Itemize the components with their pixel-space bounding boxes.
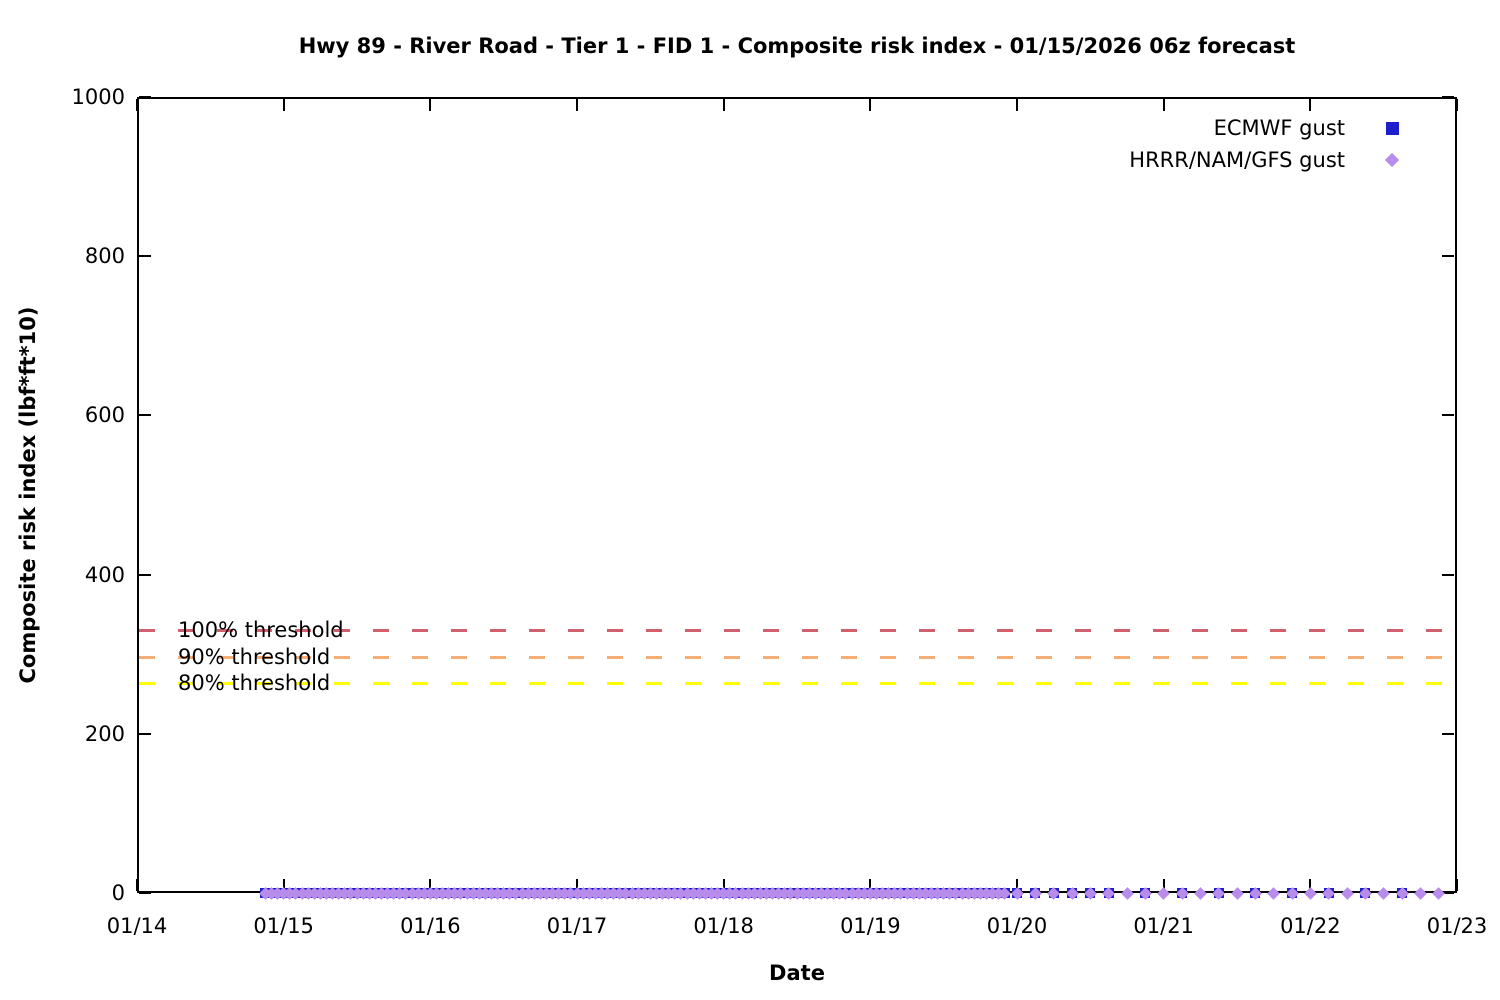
y-tick-label: 200 <box>84 721 125 746</box>
y-tick-right <box>1442 573 1454 576</box>
legend-label-ecmwf: ECMWF gust <box>1213 116 1345 140</box>
threshold-label: 90% threshold <box>178 644 331 669</box>
x-tick-top <box>1309 99 1312 111</box>
y-tick-label: 0 <box>111 881 125 905</box>
y-tick-right <box>1442 414 1454 417</box>
legend-row-hrrr-nam-gfs: HRRR/NAM/GFS gust <box>1129 144 1439 176</box>
y-tick-left <box>139 96 151 98</box>
x-tick-bottom <box>576 879 578 891</box>
x-tick-top <box>1456 99 1458 111</box>
threshold-line <box>139 655 1442 659</box>
x-tick-top <box>576 99 578 111</box>
y-tick-left <box>139 573 151 576</box>
x-tick-bottom <box>722 879 725 891</box>
y-tick-label: 800 <box>84 244 125 269</box>
x-tick-bottom <box>1456 879 1458 891</box>
x-tick-label: 01/22 <box>1280 914 1341 938</box>
y-axis-title: Composite risk index (lbf*ft*10) <box>16 306 40 684</box>
threshold-line <box>139 681 1442 685</box>
legend-row-ecmwf: ECMWF gust <box>1129 112 1439 144</box>
legend-label-hrrr-nam-gfs: HRRR/NAM/GFS gust <box>1129 148 1345 172</box>
y-tick-label: 400 <box>84 562 125 587</box>
x-tick-label: 01/18 <box>693 914 754 938</box>
x-tick-label: 01/23 <box>1426 914 1488 938</box>
x-tick-label: 01/14 <box>106 914 168 938</box>
x-tick-label: 01/19 <box>840 914 901 938</box>
legend: ECMWF gust HRRR/NAM/GFS gust <box>1129 112 1439 176</box>
x-tick-bottom <box>869 879 872 891</box>
x-tick-top <box>136 99 138 111</box>
y-tick-left <box>139 255 151 258</box>
y-tick-right <box>1442 732 1454 735</box>
x-axis-title: Date <box>769 961 825 985</box>
x-tick-label: 01/16 <box>400 914 461 938</box>
y-tick-label: 1000 <box>71 85 125 109</box>
ecmwf-square-marker-icon <box>1385 121 1399 135</box>
y-tick-left <box>139 414 151 417</box>
x-tick-top <box>869 99 872 111</box>
x-tick-top <box>282 99 285 111</box>
x-tick-label: 01/15 <box>253 914 314 938</box>
y-tick-left <box>139 732 151 735</box>
y-tick-right <box>1442 255 1454 258</box>
x-tick-label: 01/20 <box>986 914 1048 938</box>
x-tick-label: 01/17 <box>546 914 608 938</box>
x-tick-bottom <box>1016 879 1018 891</box>
y-tick-right <box>1442 96 1454 98</box>
x-tick-bottom <box>1309 879 1312 891</box>
x-tick-bottom <box>136 879 138 891</box>
plot-border <box>137 97 1457 893</box>
x-tick-top <box>1162 99 1165 111</box>
x-tick-bottom <box>1162 879 1165 891</box>
threshold-label: 100% threshold <box>178 618 344 643</box>
threshold-line <box>139 629 1442 633</box>
y-tick-label: 600 <box>84 403 125 428</box>
x-tick-top <box>1016 99 1018 111</box>
y-tick-right <box>1442 892 1454 894</box>
x-tick-top <box>429 99 432 111</box>
x-tick-top <box>722 99 725 111</box>
x-tick-bottom <box>282 879 285 891</box>
chart-title: Hwy 89 - River Road - Tier 1 - FID 1 - C… <box>298 34 1296 58</box>
x-tick-label: 01/21 <box>1133 914 1194 938</box>
hrrr-nam-gfs-diamond-marker-icon <box>1384 152 1400 168</box>
x-tick-bottom <box>429 879 432 891</box>
y-tick-left <box>139 892 151 894</box>
threshold-label: 80% threshold <box>178 670 331 695</box>
